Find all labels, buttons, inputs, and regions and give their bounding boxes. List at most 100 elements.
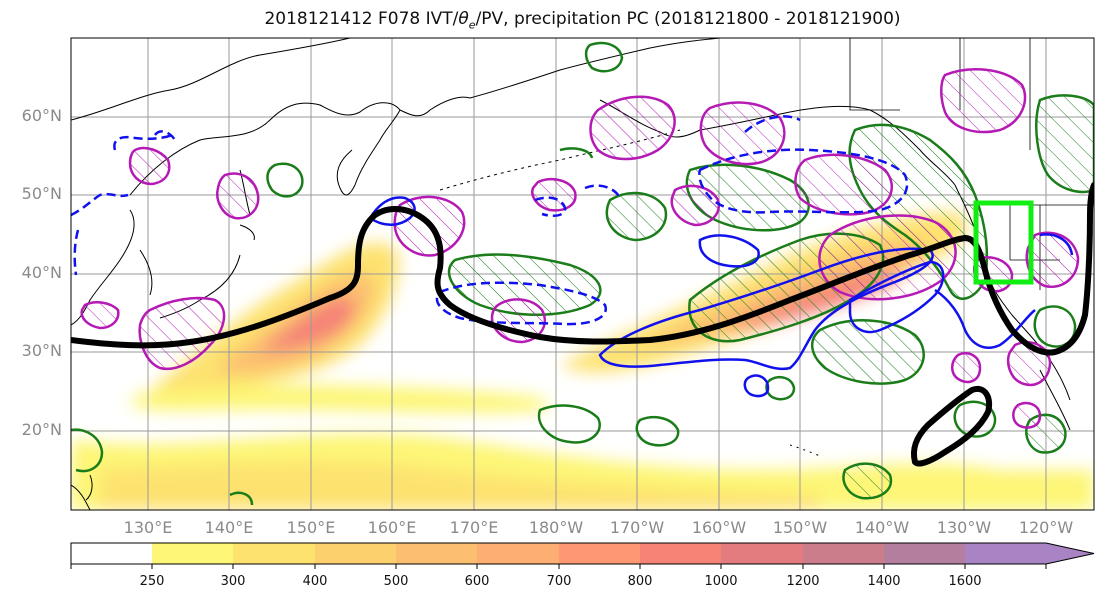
blue-contour-small-east (743, 374, 770, 398)
green-region-east-small (765, 376, 796, 401)
lat-label-40n: 40°N (21, 263, 62, 282)
blue-contour-dashed-okhotsk (113, 130, 177, 151)
theta-e-contours (71, 115, 1074, 398)
lon-label-180w: 180°W (528, 518, 584, 537)
magenta-region-japan (138, 296, 226, 371)
colorbar-segment-8 (721, 543, 803, 564)
colorbar-segment-10 (884, 543, 965, 564)
map-frame (70, 37, 1095, 511)
ivt-band-tropical-inner (100, 462, 820, 510)
lat-label-60n: 60°N (21, 106, 62, 125)
pv-contour-main (71, 182, 1094, 356)
colorbar-segment-0 (71, 543, 152, 564)
title-subscript: e (468, 18, 476, 32)
magenta-region-us-west (1025, 231, 1080, 289)
green-region-subtropical-mid (635, 416, 680, 447)
blue-contour-kamchatka (368, 196, 416, 226)
colorbar-segment-6 (559, 543, 640, 564)
magenta-region-tropical-east (951, 351, 982, 384)
lat-label-50n: 50°N (21, 184, 62, 203)
colorbar-segment-1 (152, 543, 233, 564)
lon-label-140e: 140°E (204, 518, 254, 537)
lat-label-30n: 30°N (21, 341, 62, 360)
colorbar-segment-9 (803, 543, 884, 564)
lon-label-150e: 150°E (286, 518, 336, 537)
figure-title: 2018121412 F078 IVT/θe/PV, precipitation… (0, 9, 1105, 31)
colorbar-tick-label: 400 (302, 574, 328, 589)
colorbar-tick-marks (70, 564, 1047, 569)
lon-label-160e: 160°E (367, 518, 417, 537)
lon-label-160w: 160°W (691, 518, 747, 537)
blue-contour-west-coast (1039, 233, 1074, 256)
colorbar-tick-label: 800 (627, 574, 653, 589)
green-region-bering (584, 41, 624, 73)
green-region-subtropical-west (537, 404, 601, 444)
coastline-japan-hokkaido (239, 224, 255, 241)
magenta-region-offshore-large (818, 214, 957, 301)
lon-label-120w: 120°W (1018, 518, 1074, 537)
colorbar-extend-arrow (965, 543, 1094, 564)
colorbar-tick-label: 1200 (786, 574, 820, 589)
magenta-region-alaska-peninsula (699, 101, 786, 166)
colorbar-tick-label: 300 (220, 574, 246, 589)
green-region-tropical-east (953, 400, 997, 438)
coastline-kamchatka (399, 96, 471, 117)
colorbar-tick-label: 1000 (704, 574, 738, 589)
blue-contour-east-plume (598, 247, 934, 371)
title-suffix: /PV, precipitation PC (2018121800 - 2018… (475, 9, 901, 29)
blue-contour-bc (698, 234, 760, 268)
blue-contour-dashed-korea (71, 192, 129, 217)
magenta-region-east-pacific-north (794, 153, 894, 216)
hawaii-islands (789, 444, 821, 457)
lon-label-170w: 170°W (609, 518, 665, 537)
coastline-taiwan (85, 474, 93, 501)
colorbar-tick-label: 600 (464, 574, 490, 589)
blue-contour-dashed-aleutians (534, 196, 567, 217)
magenta-region-okhotsk (128, 146, 171, 186)
colorbar-tick-mark (70, 564, 1047, 569)
green-region-aleutians (559, 147, 594, 159)
magenta-region-hokkaido (216, 172, 260, 220)
pv-contours (71, 182, 1094, 467)
magenta-region-bering (589, 95, 676, 161)
magenta-region-aleutians (531, 178, 577, 212)
coastline-siberia-arctic (71, 38, 351, 121)
colorbar-tick-label: 250 (139, 574, 165, 589)
coastline-korea-peninsula (139, 249, 153, 296)
magenta-region-canada (940, 68, 1027, 134)
title-prefix: 2018121412 F078 IVT/ (264, 9, 459, 29)
ivt-band-subtropical (130, 385, 550, 413)
blue-contour-ar-east (848, 260, 945, 334)
lat-label-20n: 20°N (21, 420, 62, 439)
colorbar-segment-3 (315, 543, 396, 564)
colorbar-segment-5 (477, 543, 559, 564)
green-region-kamchatka (266, 162, 304, 198)
map-plot-area (71, 38, 1094, 510)
pv-contour-cutoff (910, 385, 993, 467)
coastline-alaska-north (469, 38, 721, 99)
green-region-tropics-west (229, 491, 254, 506)
colorbar (70, 542, 1095, 569)
colorbar-segment-7 (640, 543, 721, 564)
target-region-box (973, 200, 1034, 285)
lon-label-170e: 170°E (449, 518, 499, 537)
colorbar-tick-label: 700 (546, 574, 572, 589)
colorbar-tick-label: 1600 (948, 574, 982, 589)
blue-contour-dashed-central (435, 281, 607, 326)
lon-label-130e: 130°E (123, 518, 173, 537)
lon-label-130w: 130°W (936, 518, 992, 537)
magenta-region-west-coast (972, 256, 1014, 293)
blue-contour-coast (934, 288, 1036, 349)
blue-contour-dashed-north (584, 184, 622, 199)
ivt-plume-west-outer (150, 242, 399, 391)
green-region-north-america-interior (1035, 94, 1094, 194)
coastline-philippines (71, 484, 91, 510)
blue-contour-dashed-gulf (698, 115, 909, 214)
green-region-gulf-alaska (605, 191, 668, 242)
colorbar-outline (70, 542, 1095, 565)
coastline-okhotsk (129, 102, 401, 196)
green-region-east-mid-lat (811, 319, 925, 385)
colorbar-segment-4 (396, 543, 477, 564)
lon-label-150w: 150°W (772, 518, 828, 537)
